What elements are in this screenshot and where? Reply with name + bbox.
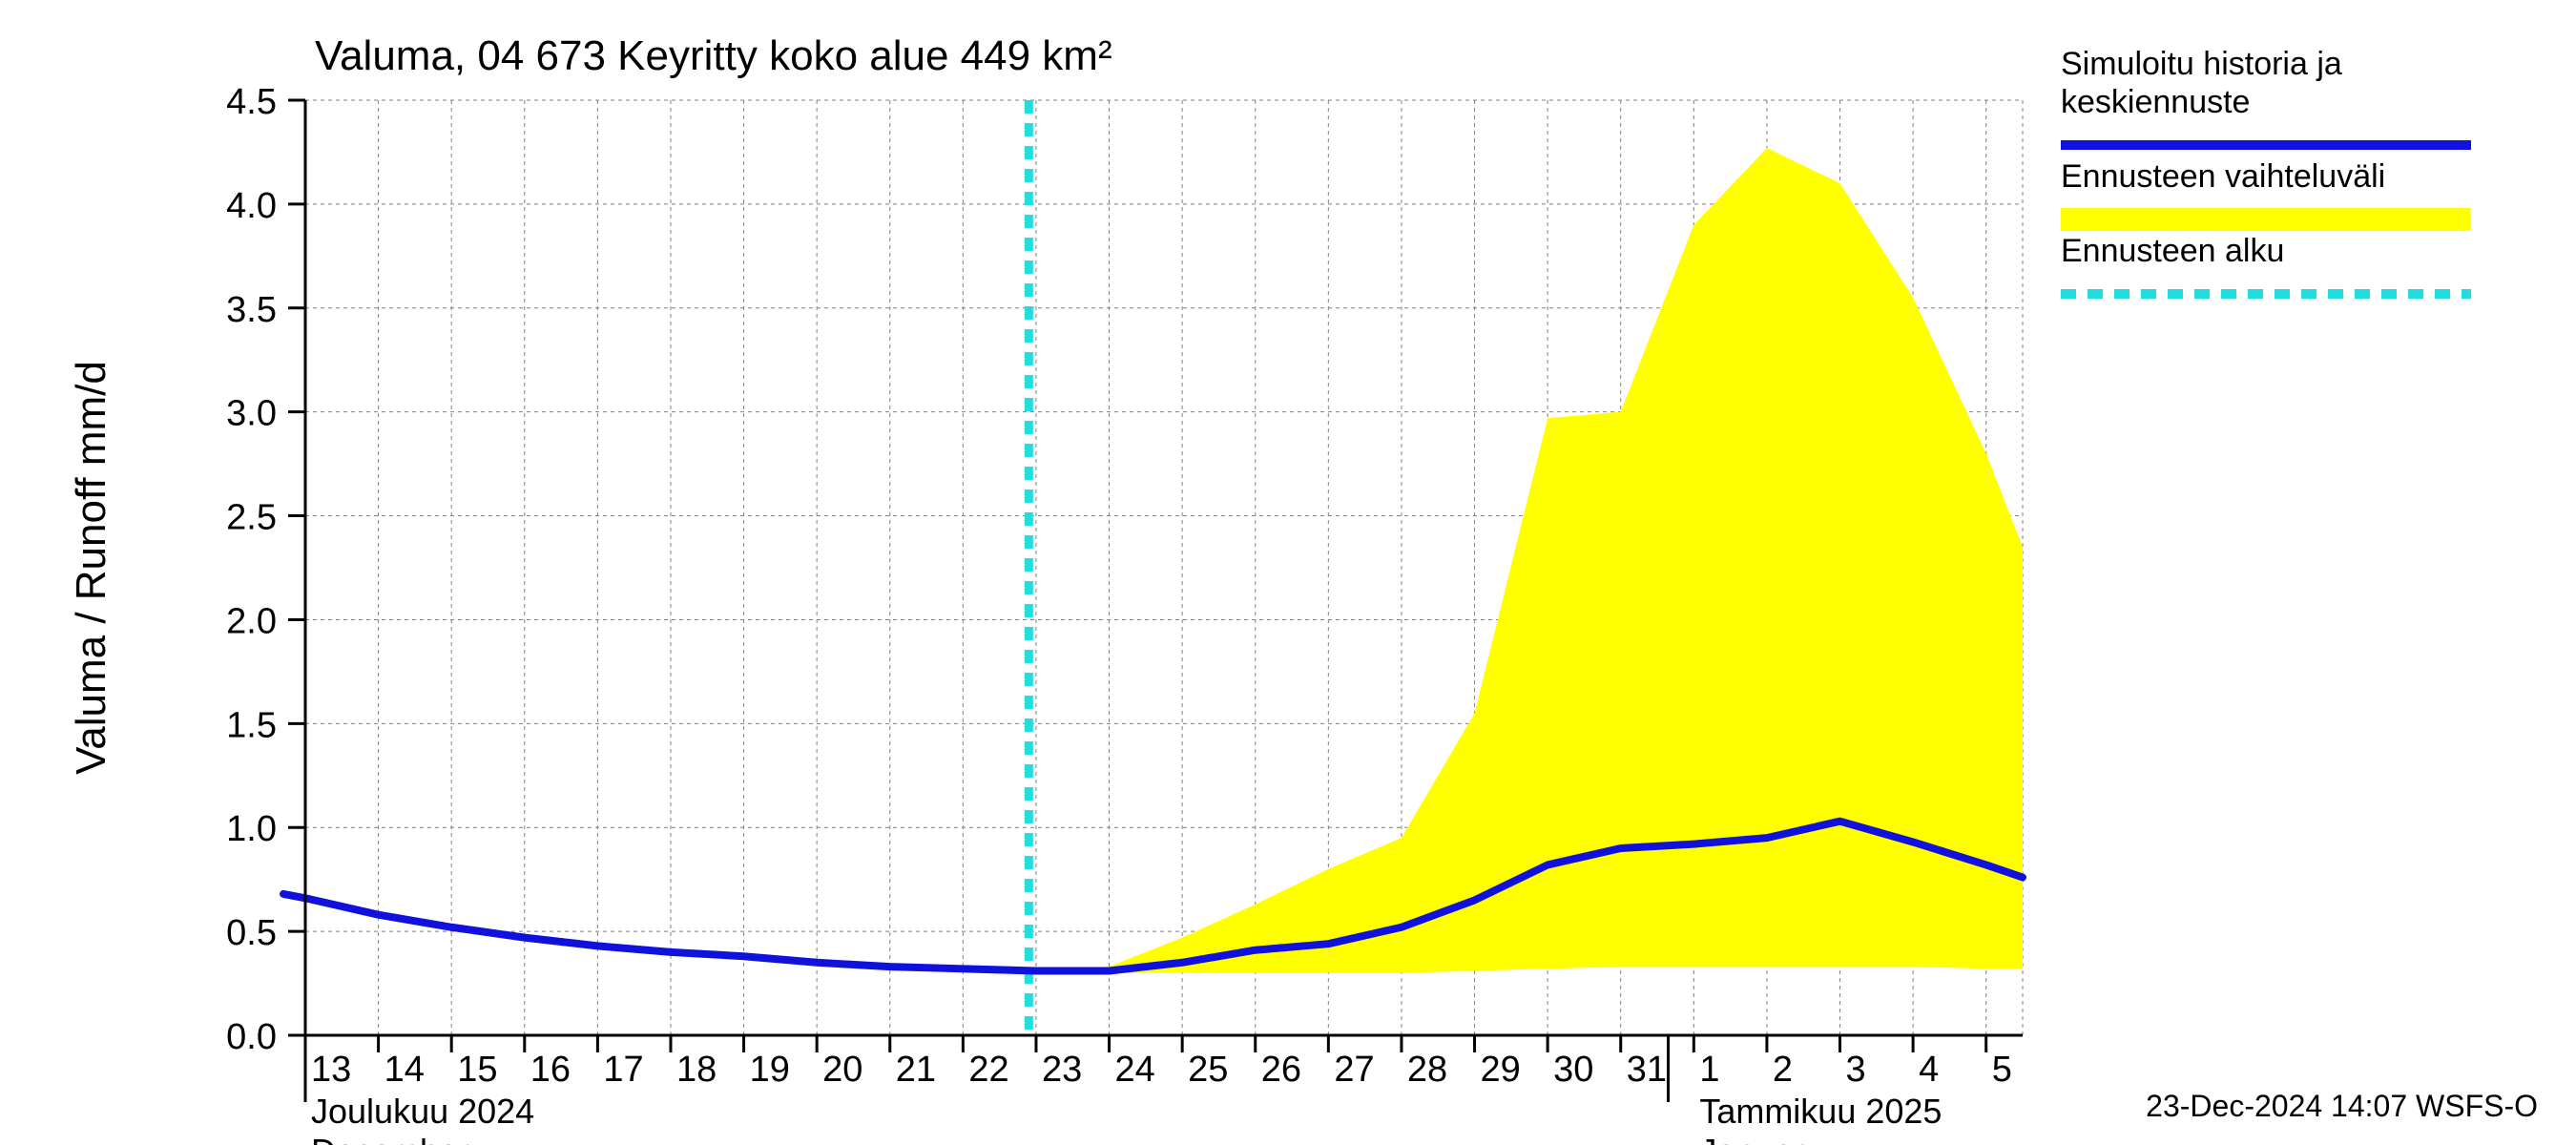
legend-label: Ennusteen vaihteluväli [2061, 158, 2385, 195]
x-tick-label: 25 [1188, 1050, 1228, 1090]
x-tick-label: 17 [603, 1050, 643, 1090]
legend-label: keskiennuste [2061, 84, 2250, 120]
y-tick-label: 0.5 [226, 913, 277, 953]
x-tick-label: 30 [1553, 1050, 1593, 1090]
runoff-chart: 0.00.51.01.52.02.53.03.54.04.51314151617… [0, 0, 2576, 1145]
x-tick-label: 29 [1481, 1050, 1521, 1090]
y-tick-label: 0.0 [226, 1017, 277, 1057]
month-label-fi: Joulukuu 2024 [311, 1092, 534, 1131]
x-tick-label: 14 [384, 1050, 425, 1090]
y-axis-label: Valuma / Runoff mm/d [68, 361, 114, 775]
x-tick-label: 3 [1846, 1050, 1866, 1090]
y-tick-label: 1.5 [226, 705, 277, 745]
x-tick-label: 26 [1261, 1050, 1301, 1090]
x-tick-label: 31 [1627, 1050, 1667, 1090]
x-tick-label: 21 [896, 1050, 936, 1090]
x-tick-label: 19 [750, 1050, 790, 1090]
x-tick-label: 1 [1699, 1050, 1719, 1090]
x-tick-label: 24 [1115, 1050, 1155, 1090]
x-tick-label: 23 [1042, 1050, 1082, 1090]
y-tick-label: 2.5 [226, 498, 277, 538]
x-tick-label: 13 [311, 1050, 351, 1090]
x-tick-label: 2 [1773, 1050, 1793, 1090]
legend-label: Simuloitu historia ja [2061, 46, 2342, 82]
legend-label: Ennusteen alku [2061, 233, 2284, 269]
x-tick-label: 18 [676, 1050, 717, 1090]
y-tick-label: 2.0 [226, 601, 277, 641]
month-label-en: December [311, 1132, 469, 1145]
x-tick-label: 27 [1334, 1050, 1374, 1090]
x-tick-label: 22 [968, 1050, 1008, 1090]
y-tick-label: 4.0 [226, 186, 277, 226]
y-tick-label: 3.0 [226, 394, 277, 434]
month-label-fi: Tammikuu 2025 [1699, 1092, 1942, 1131]
chart-title: Valuma, 04 673 Keyritty koko alue 449 km… [315, 32, 1112, 79]
timestamp-footer: 23-Dec-2024 14:07 WSFS-O [2146, 1089, 2538, 1123]
x-tick-label: 28 [1407, 1050, 1447, 1090]
y-tick-label: 4.5 [226, 82, 277, 122]
x-tick-label: 4 [1919, 1050, 1939, 1090]
y-tick-label: 1.0 [226, 809, 277, 849]
y-tick-label: 3.5 [226, 290, 277, 330]
legend-swatch-band [2061, 208, 2471, 231]
x-tick-label: 15 [457, 1050, 497, 1090]
month-label-en: January [1699, 1132, 1821, 1145]
x-tick-label: 5 [1992, 1050, 2012, 1090]
x-tick-label: 20 [822, 1050, 862, 1090]
x-tick-label: 16 [530, 1050, 571, 1090]
